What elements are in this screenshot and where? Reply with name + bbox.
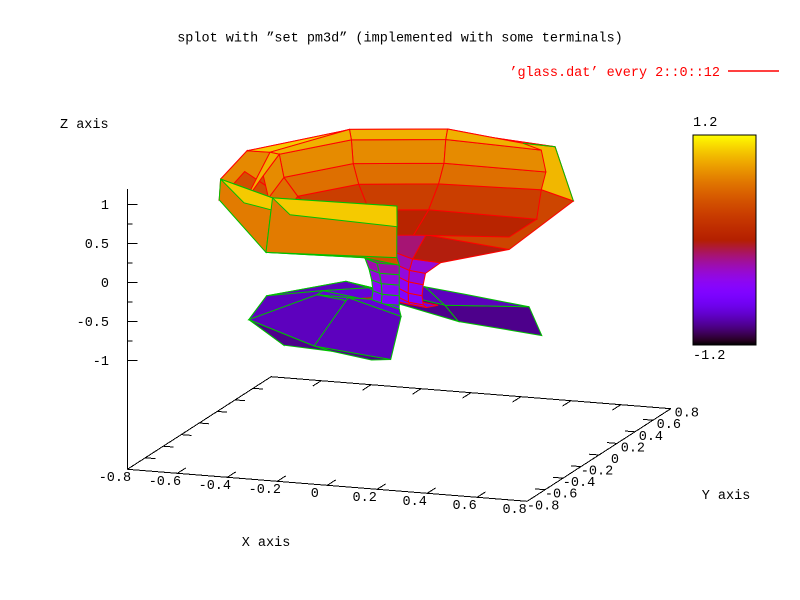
svg-text:0.4: 0.4: [639, 430, 663, 445]
svg-text:0: 0: [311, 487, 319, 502]
svg-text:-0.4: -0.4: [199, 479, 231, 494]
svg-text:Z axis: Z axis: [60, 118, 109, 133]
svg-text:0.8: 0.8: [502, 503, 526, 518]
svg-text:0.8: 0.8: [675, 407, 699, 422]
svg-text:Y axis: Y axis: [702, 489, 751, 504]
svg-text:-0.4: -0.4: [563, 476, 595, 491]
svg-text:0.5: 0.5: [85, 238, 109, 253]
svg-text:-0.5: -0.5: [77, 316, 109, 331]
svg-text:-0.2: -0.2: [581, 465, 613, 480]
svg-text:-0.8: -0.8: [527, 499, 559, 514]
svg-text:-0.6: -0.6: [545, 488, 577, 503]
svg-text:splot with ”set pm3d” (impleme: splot with ”set pm3d” (implemented with …: [177, 32, 623, 47]
svg-text:0.6: 0.6: [452, 499, 476, 514]
svg-text:0.4: 0.4: [403, 495, 427, 510]
svg-text:-0.2: -0.2: [249, 483, 281, 498]
svg-text:0.2: 0.2: [353, 491, 377, 506]
svg-text:-1.2: -1.2: [693, 349, 725, 364]
svg-text:0.6: 0.6: [657, 418, 681, 433]
svg-text:0.2: 0.2: [621, 441, 645, 456]
svg-text:X axis: X axis: [242, 536, 291, 551]
svg-text:’glass.dat’ every 2::0::12: ’glass.dat’ every 2::0::12: [509, 66, 720, 81]
svg-text:1.2: 1.2: [693, 116, 717, 131]
svg-text:0: 0: [611, 453, 619, 468]
svg-text:0: 0: [101, 277, 109, 292]
svg-text:1: 1: [101, 199, 109, 214]
svg-text:-0.8: -0.8: [99, 471, 131, 486]
svg-text:-1: -1: [93, 355, 109, 370]
svg-text:-0.6: -0.6: [149, 475, 181, 490]
